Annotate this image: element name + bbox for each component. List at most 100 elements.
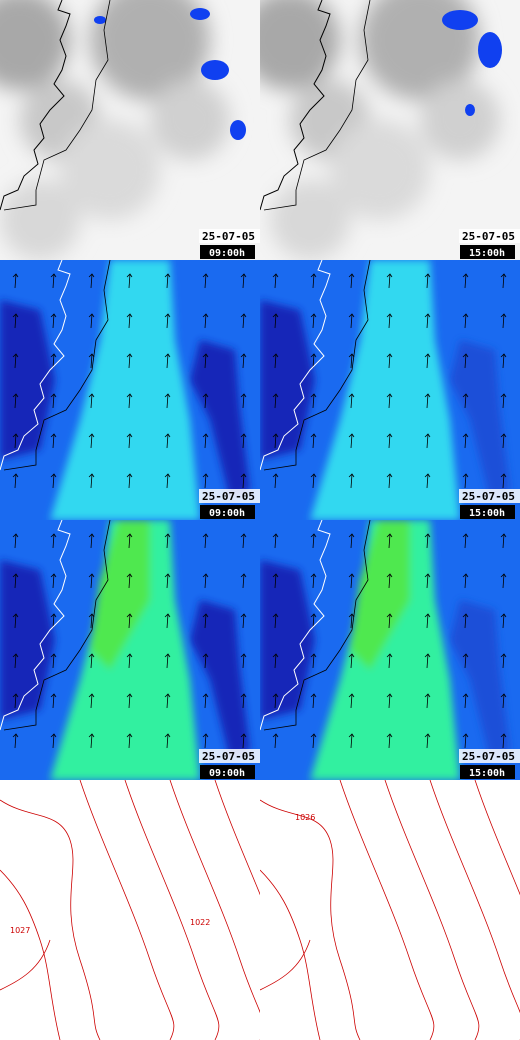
wind-arrow bbox=[462, 533, 469, 549]
wind-arrow bbox=[500, 533, 507, 549]
wind-arrow bbox=[88, 313, 95, 329]
wind-arrow bbox=[164, 573, 171, 589]
wind-arrow bbox=[386, 393, 393, 409]
time-label: 15:00h bbox=[469, 248, 505, 259]
wind-arrow bbox=[424, 733, 431, 749]
coastline bbox=[260, 260, 331, 471]
time-box bbox=[460, 245, 515, 259]
rain-cell bbox=[465, 104, 475, 116]
wind-arrow bbox=[202, 473, 209, 489]
border bbox=[3, 0, 111, 211]
wind-arrow bbox=[500, 693, 507, 709]
wind-arrow bbox=[310, 733, 317, 749]
wind-arrow bbox=[500, 733, 507, 749]
time-box bbox=[200, 505, 255, 519]
low-field bbox=[260, 300, 315, 460]
wind-arrow bbox=[126, 353, 133, 369]
wind-arrow bbox=[12, 613, 19, 629]
wind-arrow bbox=[310, 393, 317, 409]
wind-arrow bbox=[88, 273, 95, 289]
wind-arrow bbox=[424, 653, 431, 669]
isobars bbox=[0, 780, 260, 1040]
wind-arrow bbox=[164, 733, 171, 749]
wind-arrow bbox=[12, 533, 19, 549]
wind-arrow bbox=[50, 473, 57, 489]
wind-arrow bbox=[164, 533, 171, 549]
wind-arrow bbox=[386, 613, 393, 629]
wind-arrow bbox=[240, 313, 247, 329]
wind-arrow bbox=[386, 733, 393, 749]
wind-arrows bbox=[12, 533, 247, 749]
wind-arrow bbox=[126, 733, 133, 749]
rain-cell bbox=[190, 8, 210, 20]
wind-arrow bbox=[202, 653, 209, 669]
cloud bbox=[330, 120, 430, 220]
wind-arrow bbox=[348, 613, 355, 629]
border bbox=[263, 520, 371, 731]
isobar bbox=[79, 780, 175, 1040]
wind-arrow bbox=[164, 313, 171, 329]
low-field bbox=[260, 560, 315, 720]
wind-arrow bbox=[462, 613, 469, 629]
low-field bbox=[190, 340, 250, 500]
time-box bbox=[460, 765, 515, 779]
wind-arrow bbox=[12, 393, 19, 409]
wind-arrow bbox=[240, 653, 247, 669]
field bbox=[0, 520, 250, 780]
wind-arrow bbox=[310, 313, 317, 329]
wind-arrow bbox=[272, 573, 279, 589]
wind-arrow bbox=[348, 533, 355, 549]
low-field bbox=[450, 600, 510, 760]
wind-arrow bbox=[50, 653, 57, 669]
wind-arrow bbox=[424, 313, 431, 329]
wind-arrow bbox=[12, 693, 19, 709]
wind-arrow bbox=[126, 653, 133, 669]
wind-arrow bbox=[462, 473, 469, 489]
wind-arrow bbox=[202, 433, 209, 449]
wind-arrow bbox=[126, 393, 133, 409]
wind-arrow bbox=[202, 533, 209, 549]
wind-arrow bbox=[202, 733, 209, 749]
wind-arrow bbox=[272, 693, 279, 709]
wind-arrow bbox=[202, 613, 209, 629]
wind-arrow bbox=[202, 313, 209, 329]
wind-arrow bbox=[126, 473, 133, 489]
date-label: 25-07-05 bbox=[462, 230, 515, 243]
wind-arrow bbox=[164, 353, 171, 369]
wind-arrow bbox=[50, 573, 57, 589]
wind-arrow bbox=[272, 313, 279, 329]
date-label: 25-07-05 bbox=[462, 490, 515, 503]
date-box bbox=[459, 229, 520, 243]
wind-arrow bbox=[310, 693, 317, 709]
wind-arrow bbox=[348, 313, 355, 329]
date-label: 25-07-05 bbox=[202, 750, 255, 763]
wind-arrow bbox=[462, 733, 469, 749]
rain-cell bbox=[478, 32, 502, 68]
cloud bbox=[0, 0, 70, 90]
high-field bbox=[50, 260, 200, 520]
date-box bbox=[459, 749, 520, 763]
wind-arrow bbox=[310, 653, 317, 669]
wind-arrow bbox=[462, 273, 469, 289]
wind-arrow bbox=[424, 573, 431, 589]
coastline bbox=[260, 520, 331, 731]
isobar bbox=[0, 869, 61, 1040]
wind-arrow bbox=[348, 573, 355, 589]
wind-arrows bbox=[12, 273, 247, 489]
border bbox=[3, 520, 111, 731]
wind-arrow bbox=[240, 273, 247, 289]
wind-arrow bbox=[386, 693, 393, 709]
rain bbox=[442, 10, 502, 116]
wind-arrow bbox=[12, 313, 19, 329]
wind-arrow bbox=[500, 613, 507, 629]
wind-arrow bbox=[50, 693, 57, 709]
wind-arrow bbox=[348, 473, 355, 489]
field bbox=[260, 520, 510, 780]
wind-arrow bbox=[386, 533, 393, 549]
cloud bbox=[420, 80, 500, 160]
wind-arrow bbox=[126, 573, 133, 589]
isobar bbox=[260, 939, 311, 991]
date-box bbox=[199, 489, 260, 503]
cloud bbox=[150, 80, 230, 160]
wind-arrow bbox=[164, 433, 171, 449]
